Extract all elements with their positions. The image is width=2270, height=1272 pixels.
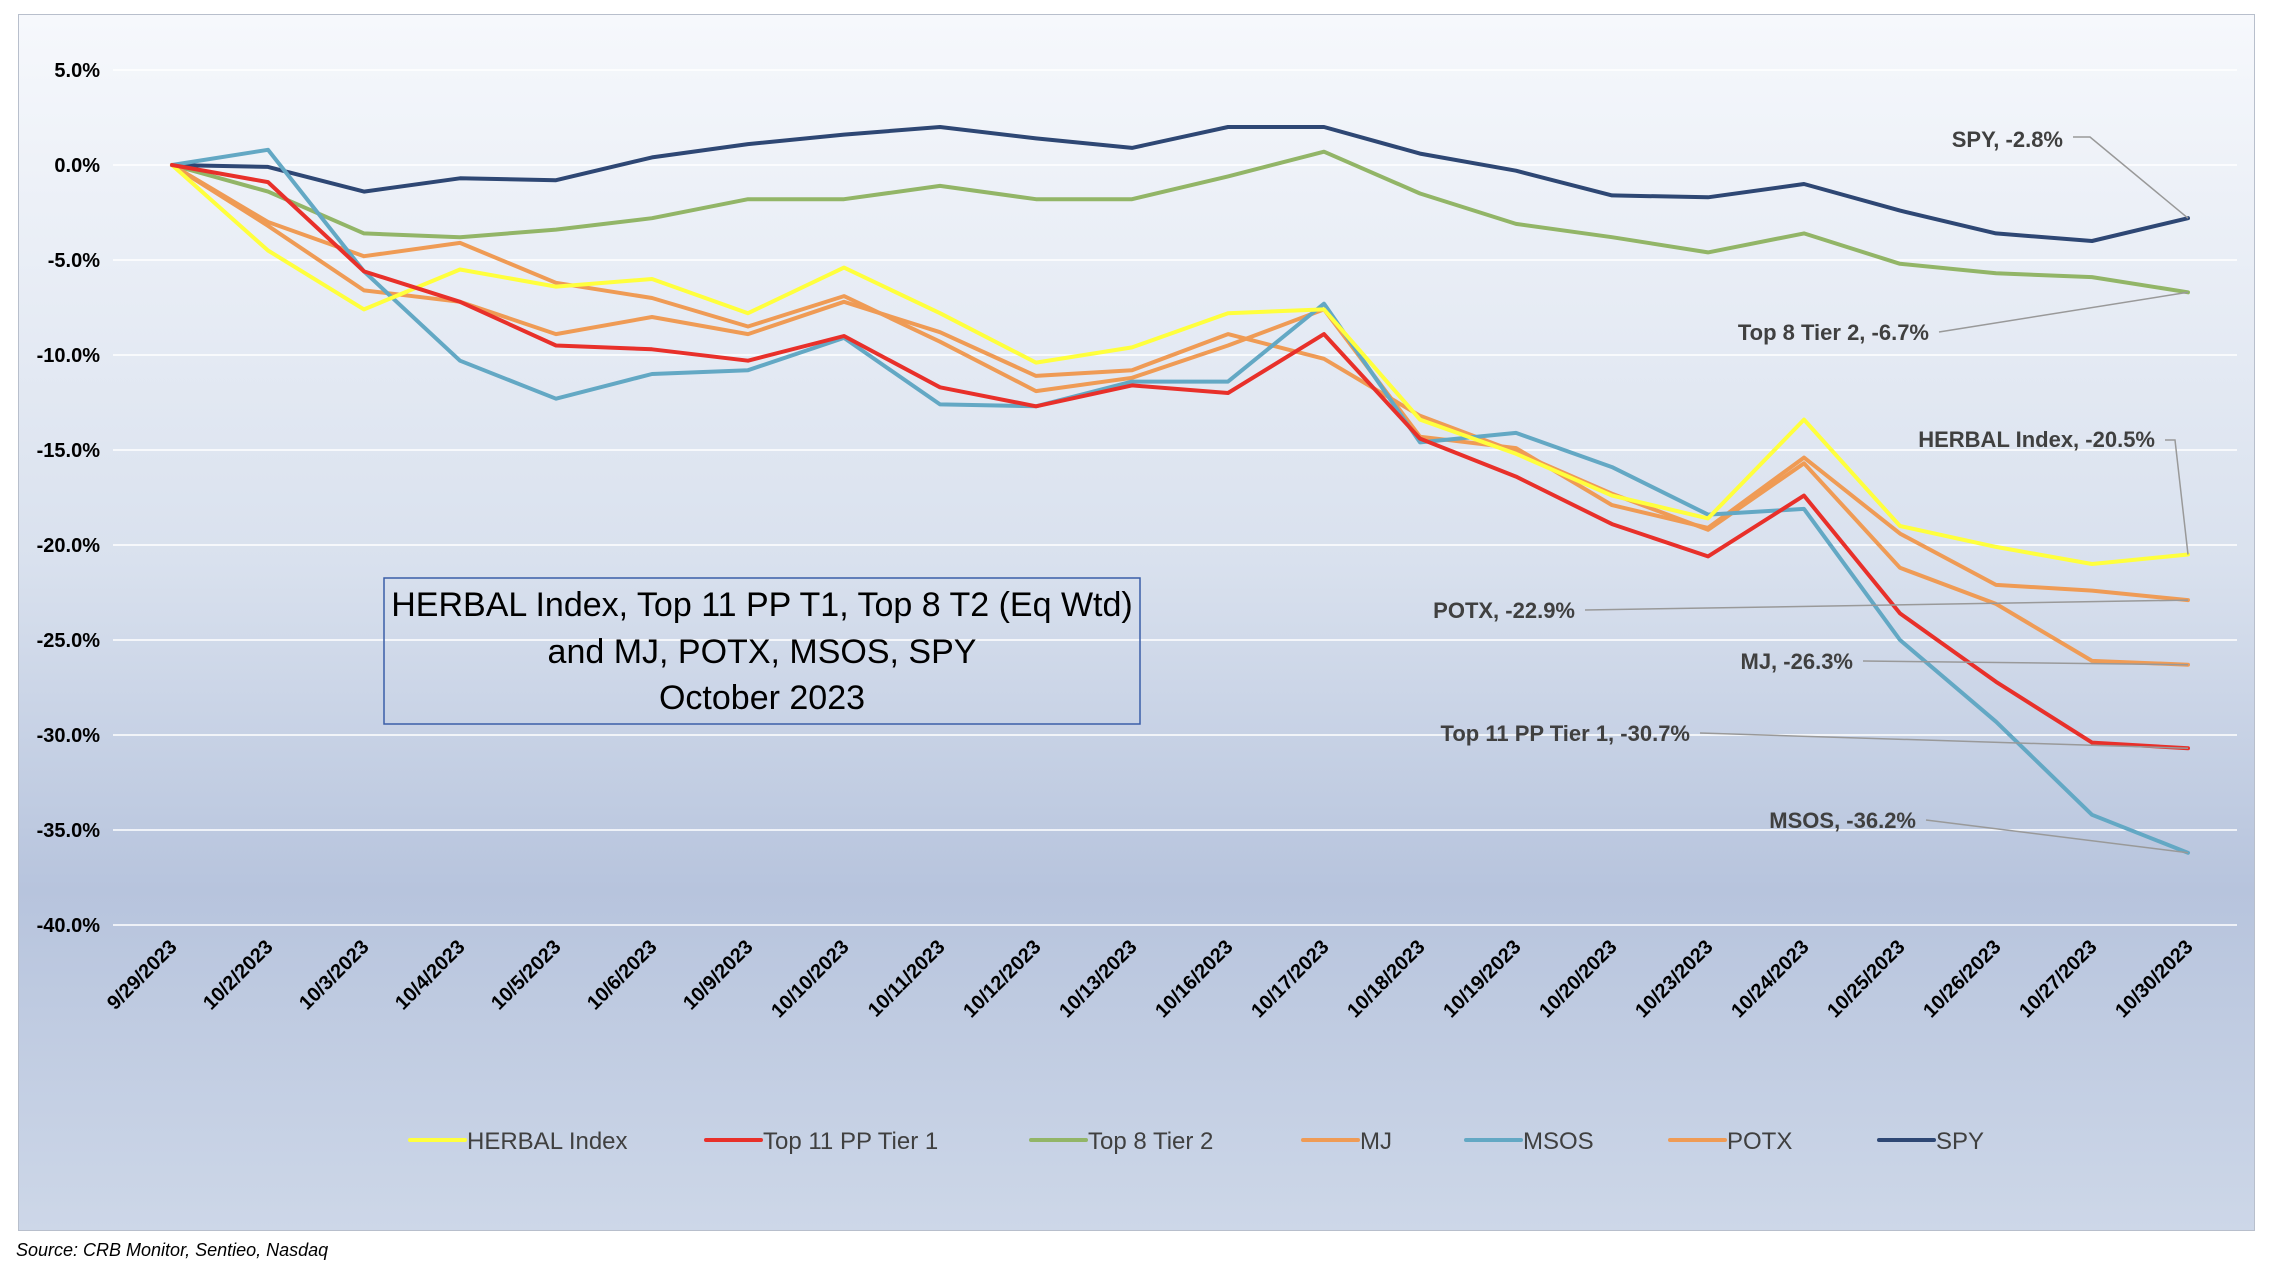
- x-tick-label: 10/13/2023: [1055, 936, 1141, 1022]
- chart-title-line-2: and MJ, POTX, MSOS, SPY: [548, 633, 977, 671]
- leader-line: [1862, 660, 2189, 666]
- series-line-spy: [170, 125, 2190, 243]
- chart-title-line-1: HERBAL Index, Top 11 PP T1, Top 8 T2 (Eq…: [391, 586, 1132, 624]
- legend-label: HERBAL Index: [467, 1128, 628, 1155]
- series-line-msos: [170, 147, 2190, 855]
- legend: HERBAL Index Top 11 PP Tier 1 Top 8 Tier 2…: [408, 1128, 1984, 1155]
- y-tick-label: -10.0%: [37, 345, 101, 367]
- x-tick-label: 10/24/2023: [1727, 936, 1813, 1022]
- end-label-leaders: [1584, 136, 2189, 854]
- x-tick-label: 10/11/2023: [864, 936, 950, 1022]
- end-label: SPY, -2.8%: [1952, 127, 2063, 152]
- x-tick-label: 10/16/2023: [1151, 936, 1237, 1022]
- x-tick-label: 10/25/2023: [1823, 936, 1909, 1022]
- end-label: Top 11 PP Tier 1, -30.7%: [1441, 721, 1690, 746]
- x-tick-label: 10/2/2023: [199, 936, 277, 1014]
- grid-layer: [113, 69, 2237, 926]
- y-tick-label: 0.0%: [54, 155, 100, 177]
- series-line-mj: [170, 163, 2190, 667]
- leader-line: [1938, 291, 2189, 333]
- y-tick-label: -40.0%: [37, 915, 101, 937]
- legend-label: Top 8 Tier 2: [1088, 1128, 1213, 1155]
- x-tick-label: 10/18/2023: [1343, 936, 1429, 1022]
- legend-label: MJ: [1360, 1128, 1392, 1155]
- x-tick-label: 10/3/2023: [295, 936, 373, 1014]
- series-layer: [170, 125, 2190, 855]
- x-tick-label: 10/27/2023: [2015, 936, 2101, 1022]
- end-label: Top 8 Tier 2, -6.7%: [1738, 320, 1929, 345]
- x-tick-label: 10/6/2023: [583, 936, 661, 1014]
- x-tick-label: 10/10/2023: [767, 936, 853, 1022]
- legend-label: SPY: [1936, 1128, 1984, 1155]
- chart-title-border: [383, 577, 1141, 725]
- x-tick-label: 10/19/2023: [1439, 936, 1525, 1022]
- y-tick-label: -20.0%: [37, 535, 101, 557]
- x-tick-label: 10/17/2023: [1247, 936, 1333, 1022]
- source-note: Source: CRB Monitor, Sentieo, Nasdaq: [16, 1240, 329, 1260]
- chart-title-box: HERBAL Index, Top 11 PP T1, Top 8 T2 (Eq…: [383, 577, 1141, 725]
- end-label: MJ, -26.3%: [1741, 649, 1854, 674]
- series-line-potx: [170, 163, 2190, 603]
- series-line-top-11-pp-tier-1: [170, 163, 2190, 751]
- chart-title-line-3: October 2023: [659, 679, 865, 717]
- y-tick-label: -25.0%: [37, 630, 101, 652]
- y-tick-label: -35.0%: [37, 820, 101, 842]
- x-tick-label: 10/30/2023: [2111, 936, 2197, 1022]
- x-tick-label: 10/23/2023: [1631, 936, 1717, 1022]
- end-labels: SPY, -2.8% Top 8 Tier 2, -6.7% HERBAL Inde…: [1433, 127, 2155, 833]
- y-tick-label: -15.0%: [37, 440, 101, 462]
- legend-label: MSOS: [1523, 1128, 1594, 1155]
- y-tick-label: -5.0%: [48, 250, 100, 272]
- leader-line: [1699, 732, 2189, 750]
- x-tick-label: 10/26/2023: [1919, 936, 2005, 1022]
- end-label: POTX, -22.9%: [1433, 598, 1575, 623]
- x-tick-label: 10/9/2023: [679, 936, 757, 1014]
- leader-line: [1584, 599, 2189, 611]
- leader-line: [2073, 136, 2189, 219]
- leader-line: [1925, 819, 2189, 854]
- x-tick-label: 10/12/2023: [959, 936, 1045, 1022]
- x-tick-label: 10/20/2023: [1535, 936, 1621, 1022]
- x-axis-ticks: 9/29/2023 10/2/2023 10/3/2023 10/4/2023 10/5…: [103, 936, 2197, 1022]
- leader-line: [2165, 439, 2189, 555]
- y-tick-label: -30.0%: [37, 725, 101, 747]
- end-label: MSOS, -36.2%: [1769, 808, 1916, 833]
- x-tick-label: 10/4/2023: [391, 936, 469, 1014]
- legend-label: Top 11 PP Tier 1: [763, 1128, 938, 1155]
- series-line-herbal-index: [170, 163, 2190, 566]
- end-label: HERBAL Index, -20.5%: [1918, 427, 2155, 452]
- y-tick-label: 5.0%: [54, 60, 100, 82]
- x-tick-label: 10/5/2023: [487, 936, 565, 1014]
- y-axis-ticks: 5.0% 0.0% -5.0% -10.0% -15.0% -20.0% -25.0% -30…: [37, 60, 101, 937]
- x-tick-label: 9/29/2023: [103, 936, 181, 1014]
- chart-frame: [18, 14, 2255, 1231]
- series-line-top-8-tier-2: [170, 149, 2190, 295]
- legend-label: POTX: [1727, 1128, 1792, 1155]
